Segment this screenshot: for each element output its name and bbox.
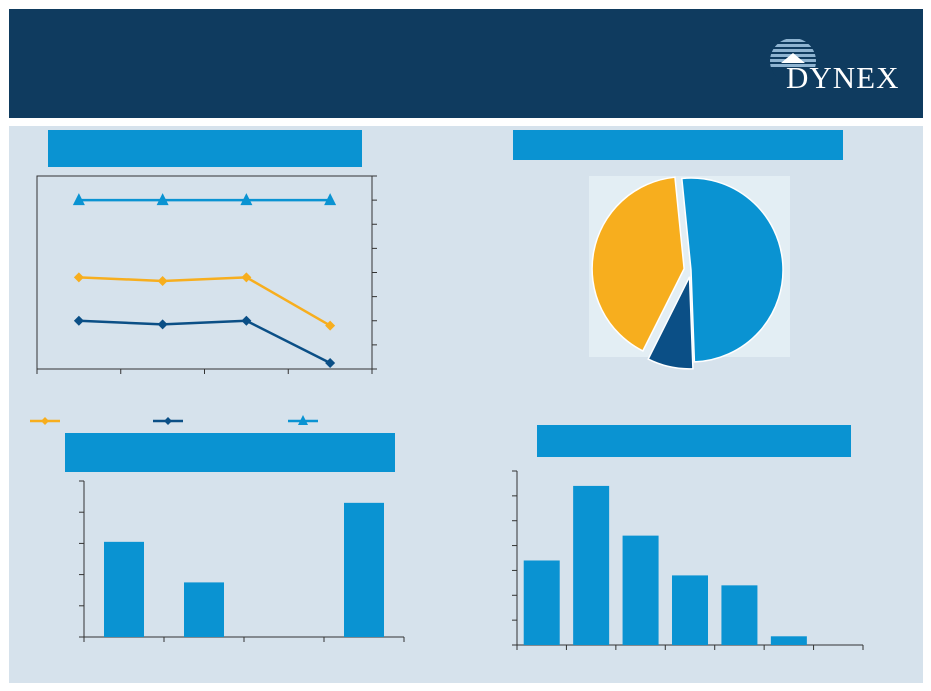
pie-slice-2 — [591, 176, 685, 352]
dynex-logo-globe-icon — [770, 38, 816, 79]
diamond-marker — [73, 272, 84, 283]
triangle-marker — [324, 193, 337, 206]
triangle-marker — [72, 193, 85, 206]
line-chart-legend — [30, 415, 318, 425]
bar — [184, 582, 224, 637]
diamond-marker — [325, 357, 336, 368]
legend-diamond-marker — [41, 417, 49, 425]
line-series-1 — [78, 319, 331, 365]
pie-chart-title-band — [513, 130, 843, 160]
dynex-logo-text: DYNEX — [786, 60, 900, 95]
line-chart-title-band — [48, 130, 362, 167]
triangle-marker — [240, 193, 253, 206]
diamond-marker — [241, 315, 252, 326]
diamond-marker — [157, 275, 168, 286]
bar-chart-left — [79, 480, 405, 642]
bar — [344, 502, 384, 637]
pie-chart — [589, 176, 790, 370]
bar — [721, 585, 758, 645]
diamond-marker — [325, 320, 336, 331]
pie-slice-0 — [680, 177, 784, 363]
diamond-marker — [241, 272, 252, 283]
legend-diamond-marker — [164, 417, 172, 425]
bar — [104, 541, 144, 637]
legend-triangle-marker — [298, 415, 308, 425]
bar — [573, 485, 610, 645]
bar — [672, 575, 708, 645]
bar — [770, 636, 807, 645]
diamond-marker — [73, 315, 84, 326]
bar — [622, 535, 659, 645]
bar-chart-right-title-band — [537, 425, 851, 457]
line-chart — [36, 175, 377, 374]
bar — [523, 560, 560, 645]
bar-chart-right — [512, 470, 864, 650]
line-plot-frame — [36, 175, 373, 370]
triangle-marker — [156, 193, 169, 206]
diamond-marker — [157, 319, 168, 330]
bar-chart-left-title-band — [65, 433, 395, 472]
line-series-0 — [78, 276, 331, 327]
pie-slice-1 — [647, 276, 694, 370]
